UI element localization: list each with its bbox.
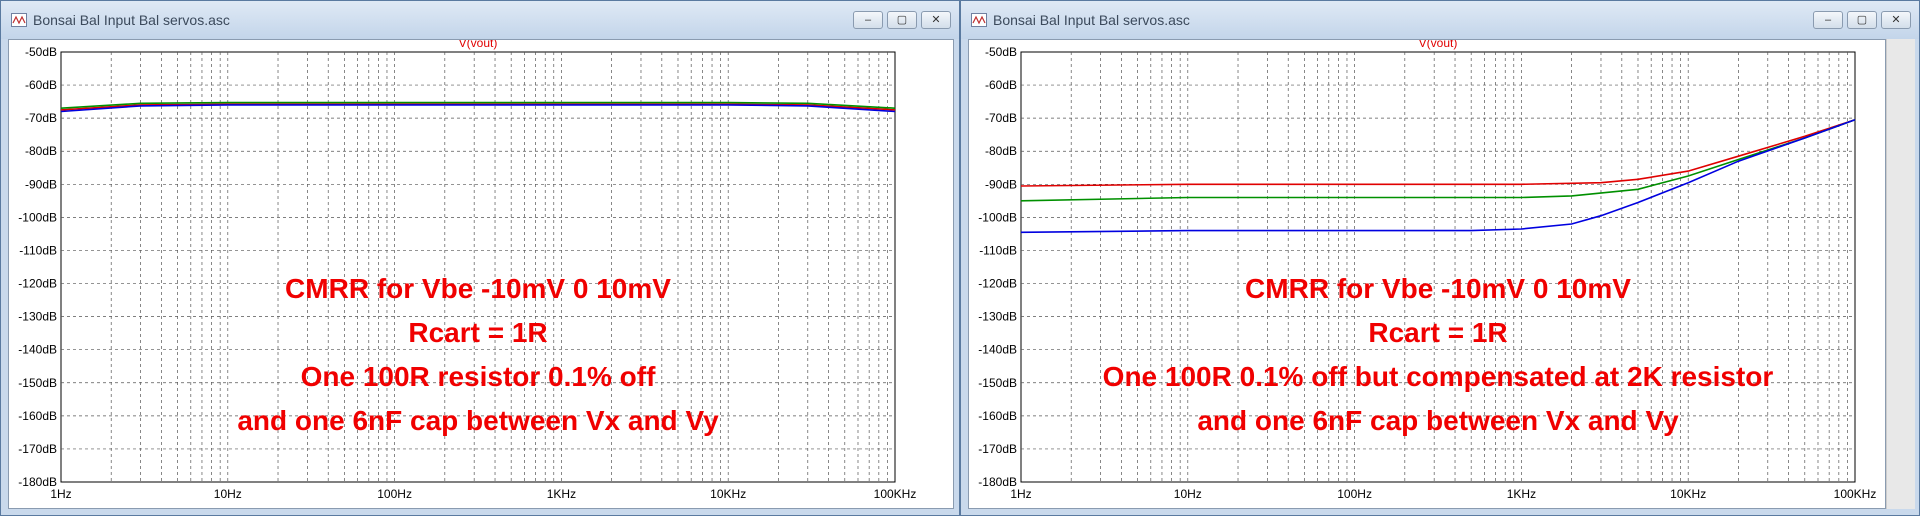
plot-frame [60,51,896,483]
y-tick-label: -120dB [978,277,1017,291]
y-tick-label: -70dB [25,111,57,125]
maximize-button[interactable]: ▢ [1847,11,1877,29]
annotation-line: Rcart = 1R [408,317,547,348]
trace-label[interactable]: V(vout) [1419,36,1458,50]
y-tick-label: -170dB [18,442,57,456]
series-line-1[interactable] [60,101,896,109]
minimize-button[interactable]: – [853,11,883,29]
annotation-line: One 100R resistor 0.1% off [301,361,656,392]
close-button[interactable]: ✕ [921,11,951,29]
y-tick-label: -150dB [978,376,1017,390]
y-tick-label: -60dB [985,78,1017,92]
x-tick-label: 100KHz [1834,487,1877,501]
y-tick-label: -110dB [19,243,57,257]
series-line-2[interactable] [1020,119,1856,234]
y-tick-label: -140dB [978,343,1017,357]
x-tick-label: 10KHz [710,487,746,501]
window-title: Bonsai Bal Input Bal servos.asc [993,12,1190,28]
annotation-line: One 100R 0.1% off but compensated at 2K … [1103,361,1774,392]
x-tick-label: 10Hz [1174,487,1202,501]
x-tick-label: 100Hz [377,487,412,501]
y-tick-label: -90dB [25,177,57,191]
annotation-line: and one 6nF cap between Vx and Vy [237,405,719,436]
y-tick-label: -100dB [18,210,57,224]
ltspice-app-icon [971,13,987,27]
plot-pane[interactable]: -50dB -60dB -70dB -80dB -90dB -100dB -110dB -12… [968,36,1886,509]
y-tick-label: -60dB [25,78,57,92]
x-tick-label: 1Hz [1010,487,1031,501]
y-tick-label: -50dB [25,45,57,59]
annotation-line: CMRR for Vbe -10mV 0 10mV [285,273,671,304]
y-tick-label: -180dB [18,475,57,489]
y-tick-label: -120dB [18,277,57,291]
y-tick-label: -150dB [18,376,57,390]
y-tick-label: -130dB [18,310,57,324]
x-tick-label: 100KHz [874,487,917,501]
y-tick-label: -130dB [978,310,1017,324]
window-right: Bonsai Bal Input Bal servos.asc – ▢ ✕ -5… [960,0,1920,516]
annotation-line: and one 6nF cap between Vx and Vy [1197,405,1679,436]
y-tick-label: -90dB [985,177,1017,191]
series-line-0[interactable] [1020,119,1856,187]
window-title: Bonsai Bal Input Bal servos.asc [33,12,230,28]
x-tick-label: 1KHz [1507,487,1536,501]
y-tick-label: -180dB [978,475,1017,489]
window-left: Bonsai Bal Input Bal servos.asc – ▢ ✕ -5… [0,0,960,516]
y-tick-label: -160dB [18,409,57,423]
annotation-line: CMRR for Vbe -10mV 0 10mV [1245,273,1631,304]
x-tick-label: 1KHz [547,487,576,501]
x-tick-label: 100Hz [1337,487,1372,501]
y-tick-label: -50dB [985,45,1017,59]
close-button[interactable]: ✕ [1881,11,1911,29]
title-bar[interactable]: Bonsai Bal Input Bal servos.asc – ▢ ✕ [1,1,959,39]
x-tick-label: 10Hz [214,487,242,501]
y-tick-label: -80dB [985,144,1017,158]
annotation-line: Rcart = 1R [1368,317,1507,348]
y-tick-label: -110dB [979,243,1017,257]
vertical-scrollbar[interactable] [1886,39,1915,509]
y-tick-label: -70dB [985,111,1017,125]
y-tick-label: -140dB [18,343,57,357]
x-tick-label: 1Hz [50,487,71,501]
maximize-button[interactable]: ▢ [887,11,917,29]
y-tick-label: -170dB [978,442,1017,456]
plot-pane[interactable]: -50dB -60dB -70dB -80dB -90dB -100dB -110dB -12… [8,36,954,509]
plot-frame [1020,51,1856,483]
y-tick-label: -160dB [978,409,1017,423]
x-tick-label: 10KHz [1670,487,1706,501]
series-line-2[interactable] [60,104,896,113]
title-bar[interactable]: Bonsai Bal Input Bal servos.asc – ▢ ✕ [961,1,1919,39]
series-line-1[interactable] [1020,119,1856,202]
cmrr-chart-right[interactable]: -50dB -60dB -70dB -80dB -90dB -100dB -110dB -12… [969,36,1885,508]
y-tick-label: -80dB [25,144,57,158]
trace-label[interactable]: V(vout) [459,36,498,50]
cmrr-chart-left[interactable]: -50dB -60dB -70dB -80dB -90dB -100dB -110dB -12… [9,36,953,508]
y-tick-label: -100dB [978,210,1017,224]
ltspice-app-icon [11,13,27,27]
minimize-button[interactable]: – [1813,11,1843,29]
